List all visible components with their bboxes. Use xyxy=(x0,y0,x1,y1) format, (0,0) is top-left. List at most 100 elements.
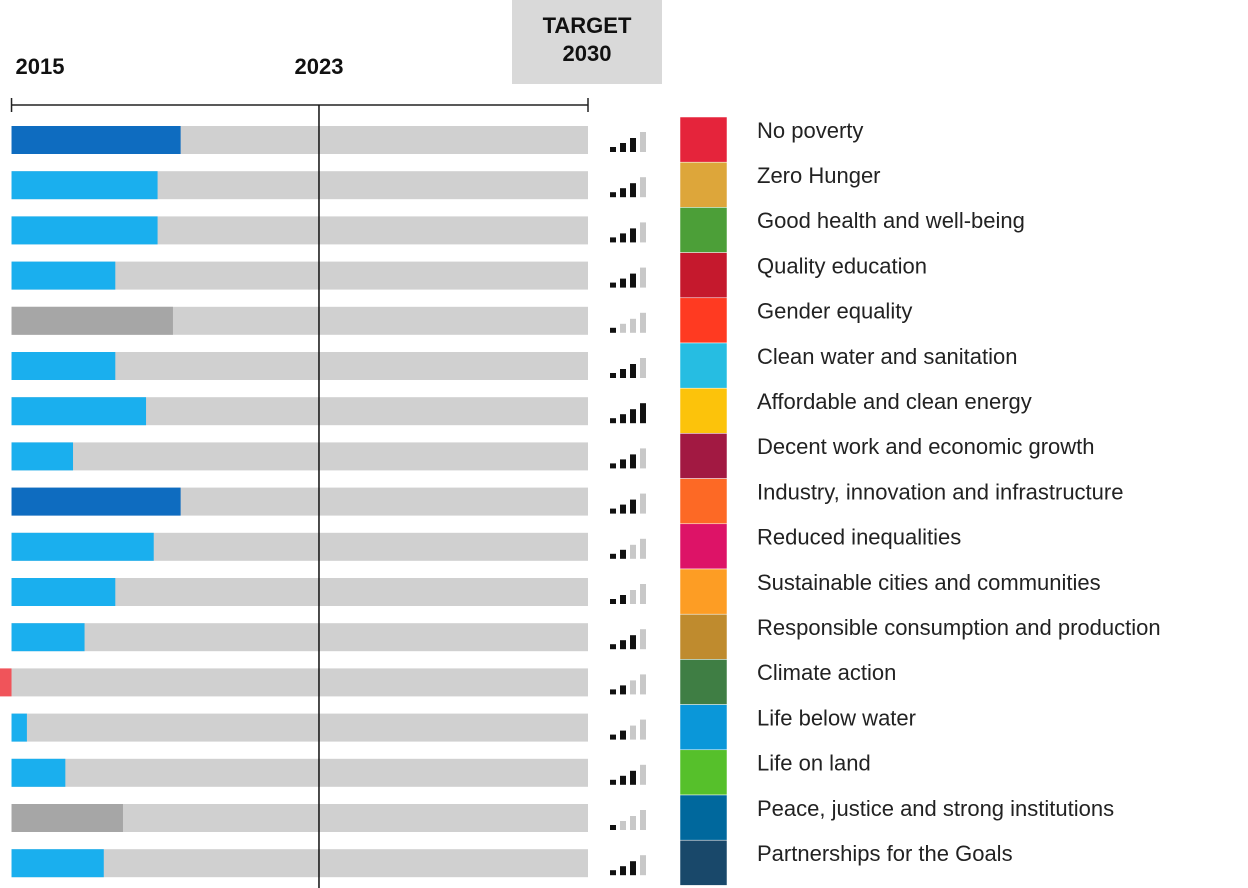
signal-bar xyxy=(620,369,626,378)
signal-bar xyxy=(630,816,636,830)
goal-label: Life below water xyxy=(757,705,916,730)
signal-bar xyxy=(640,810,646,830)
bar xyxy=(11,804,123,832)
signal-bar xyxy=(620,323,626,333)
availability-icon xyxy=(610,538,646,559)
signal-bar xyxy=(620,866,626,876)
signal-bar xyxy=(610,553,616,559)
availability-icon xyxy=(610,358,646,378)
signal-bar xyxy=(620,549,626,559)
goal-label: Zero Hunger xyxy=(757,163,881,188)
goal-icon xyxy=(679,342,728,389)
signal-bar xyxy=(620,278,626,288)
bar xyxy=(11,397,147,426)
goal-label: Quality education xyxy=(757,253,927,278)
x-tick-label: 2023 xyxy=(295,54,344,79)
bar xyxy=(11,849,104,878)
signal-bar xyxy=(610,779,616,785)
signal-bar xyxy=(640,629,646,650)
bar xyxy=(0,668,12,697)
signal-bar xyxy=(640,674,646,695)
availability-icon xyxy=(610,674,646,695)
signal-bar xyxy=(610,825,616,830)
bar xyxy=(11,623,85,652)
signal-bar xyxy=(630,138,636,152)
bar xyxy=(11,442,74,471)
availability-icon xyxy=(610,222,646,243)
track xyxy=(11,713,588,742)
signal-bar xyxy=(640,855,646,876)
bar xyxy=(11,126,181,154)
signal-bar xyxy=(640,177,646,198)
bar xyxy=(11,261,116,290)
signal-bar xyxy=(640,222,646,243)
goal-icon xyxy=(679,568,728,615)
signal-bar xyxy=(620,685,626,695)
signal-bar xyxy=(610,599,616,604)
signal-bar xyxy=(620,504,626,514)
goal-icon xyxy=(679,387,728,434)
availability-icon xyxy=(610,855,646,876)
goal-label: No poverty xyxy=(757,118,863,143)
signal-bar xyxy=(610,734,616,740)
availability-icon xyxy=(610,448,646,469)
availability-icon xyxy=(610,719,646,740)
track xyxy=(11,623,588,652)
signal-bar xyxy=(620,233,626,243)
bar xyxy=(11,306,173,335)
track xyxy=(11,849,588,878)
signal-bar xyxy=(630,364,636,378)
goal-icon xyxy=(679,613,728,660)
goal-label: Decent work and economic growth xyxy=(757,434,1095,459)
target-box: TARGET 2030 xyxy=(512,0,662,84)
signal-bar xyxy=(610,689,616,695)
goal-label: Life on land xyxy=(757,751,871,776)
bar xyxy=(11,487,181,516)
track xyxy=(11,758,588,787)
signal-bar xyxy=(610,147,616,152)
signal-bar xyxy=(620,143,626,152)
goal-icon xyxy=(679,252,728,299)
goal-label: Responsible consumption and production xyxy=(757,615,1161,640)
signal-bar xyxy=(610,870,616,876)
goal-label: Industry, innovation and infrastructure xyxy=(757,479,1123,504)
signal-bar xyxy=(610,418,616,424)
goal-label: Affordable and clean energy xyxy=(757,389,1032,414)
goal-label: Reduced inequalities xyxy=(757,525,961,550)
availability-icon xyxy=(610,132,646,152)
availability-icon xyxy=(610,810,646,830)
signal-bar xyxy=(610,282,616,288)
bar xyxy=(11,216,158,245)
bar xyxy=(11,578,116,606)
bar xyxy=(11,758,66,787)
signal-bar xyxy=(620,188,626,198)
x-tick-label: 2015 xyxy=(16,54,65,79)
availability-icon xyxy=(610,403,646,424)
track xyxy=(11,442,588,471)
signal-bar xyxy=(620,459,626,469)
availability-icon xyxy=(610,312,646,333)
signal-bar xyxy=(630,725,636,740)
signal-bar xyxy=(640,448,646,469)
signal-bar xyxy=(610,644,616,650)
goal-icon xyxy=(679,207,728,253)
availability-icon xyxy=(610,177,646,198)
goal-icon xyxy=(679,839,728,886)
signal-bar xyxy=(630,861,636,876)
signal-bar xyxy=(620,730,626,740)
signal-bar xyxy=(610,463,616,469)
signal-bar xyxy=(630,590,636,604)
signal-bar xyxy=(620,414,626,424)
goal-label: Climate action xyxy=(757,660,896,685)
signal-bar xyxy=(640,358,646,378)
signal-bar xyxy=(620,775,626,785)
signal-bar xyxy=(630,454,636,469)
signal-bar xyxy=(630,273,636,288)
signal-bar xyxy=(640,493,646,514)
goal-icon xyxy=(679,704,728,751)
signal-bar xyxy=(640,584,646,604)
goal-icon xyxy=(679,116,728,163)
bar xyxy=(11,713,27,742)
signal-bar xyxy=(640,312,646,333)
